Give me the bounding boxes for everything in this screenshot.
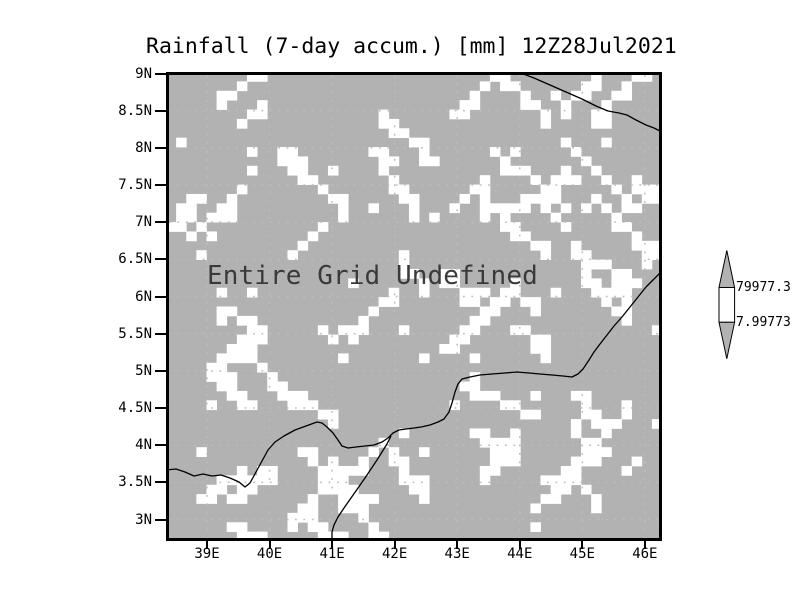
colorbar-label-min: 7.99773	[736, 315, 791, 330]
undef-speckle-cells	[166, 72, 662, 541]
x-tick-label: 44E	[507, 546, 533, 562]
y-tick-mark	[155, 109, 166, 112]
x-tick-label: 42E	[381, 546, 408, 562]
y-tick-label: 6.5N	[118, 251, 152, 268]
y-tick-mark	[155, 184, 166, 186]
x-tick-label: 41E	[319, 546, 345, 562]
y-tick-mark	[155, 481, 166, 484]
y-tick-label: 8.5N	[118, 102, 152, 119]
x-tick-mark	[393, 541, 396, 549]
y-tick-mark	[155, 258, 166, 261]
x-tick-mark	[643, 541, 646, 549]
x-tick-mark	[518, 541, 521, 549]
y-tick-label: 5.5N	[118, 325, 152, 342]
y-tick-label: 7N	[135, 214, 152, 231]
y-tick-label: 3N	[135, 511, 152, 528]
undefined-grid-message: Entire Grid Undefined	[207, 261, 538, 291]
coastline-2	[517, 72, 662, 133]
x-tick-mark	[206, 541, 208, 549]
x-tick-mark	[456, 541, 459, 549]
plot-frame	[166, 72, 662, 541]
x-tick-label: 40E	[256, 546, 283, 562]
y-tick-label: 8N	[135, 139, 152, 156]
x-tick-label: 45E	[569, 546, 595, 562]
colorbar	[718, 250, 736, 359]
y-tick-label: 9N	[135, 65, 152, 82]
x-tick-mark	[268, 541, 271, 549]
x-tick-label: 39E	[194, 546, 220, 562]
x-tick-label: 46E	[632, 546, 658, 562]
y-tick-mark	[155, 444, 166, 447]
y-tick-mark	[155, 72, 166, 75]
y-tick-label: 4.5N	[118, 400, 152, 417]
colorbar-label-max: 79977.3	[736, 280, 791, 295]
chart-title: Rainfall (7-day accum.) [mm] 12Z28Jul202…	[146, 34, 677, 59]
y-tick-mark	[155, 369, 166, 372]
y-tick-mark	[155, 146, 166, 149]
map-plot	[166, 72, 662, 541]
x-tick-mark	[331, 541, 334, 549]
coastline-0	[166, 270, 662, 488]
x-tick-mark	[581, 541, 584, 549]
colorbar-segment	[718, 287, 736, 323]
coastline-1	[331, 435, 392, 540]
y-tick-mark	[155, 518, 166, 521]
y-tick-mark	[155, 221, 166, 224]
y-tick-label: 6N	[135, 288, 152, 305]
colorbar-lower-arrow	[718, 321, 736, 359]
y-tick-label: 5N	[135, 362, 152, 379]
x-tick-label: 43E	[444, 546, 470, 562]
latlon-grid-dots	[169, 72, 659, 538]
y-tick-mark	[155, 407, 166, 410]
colorbar-upper-arrow	[718, 250, 736, 288]
y-tick-label: 4N	[135, 437, 152, 454]
y-tick-label: 7.5N	[118, 177, 152, 193]
y-tick-label: 3.5N	[118, 474, 152, 491]
y-tick-mark	[155, 295, 166, 298]
y-tick-mark	[155, 332, 166, 335]
